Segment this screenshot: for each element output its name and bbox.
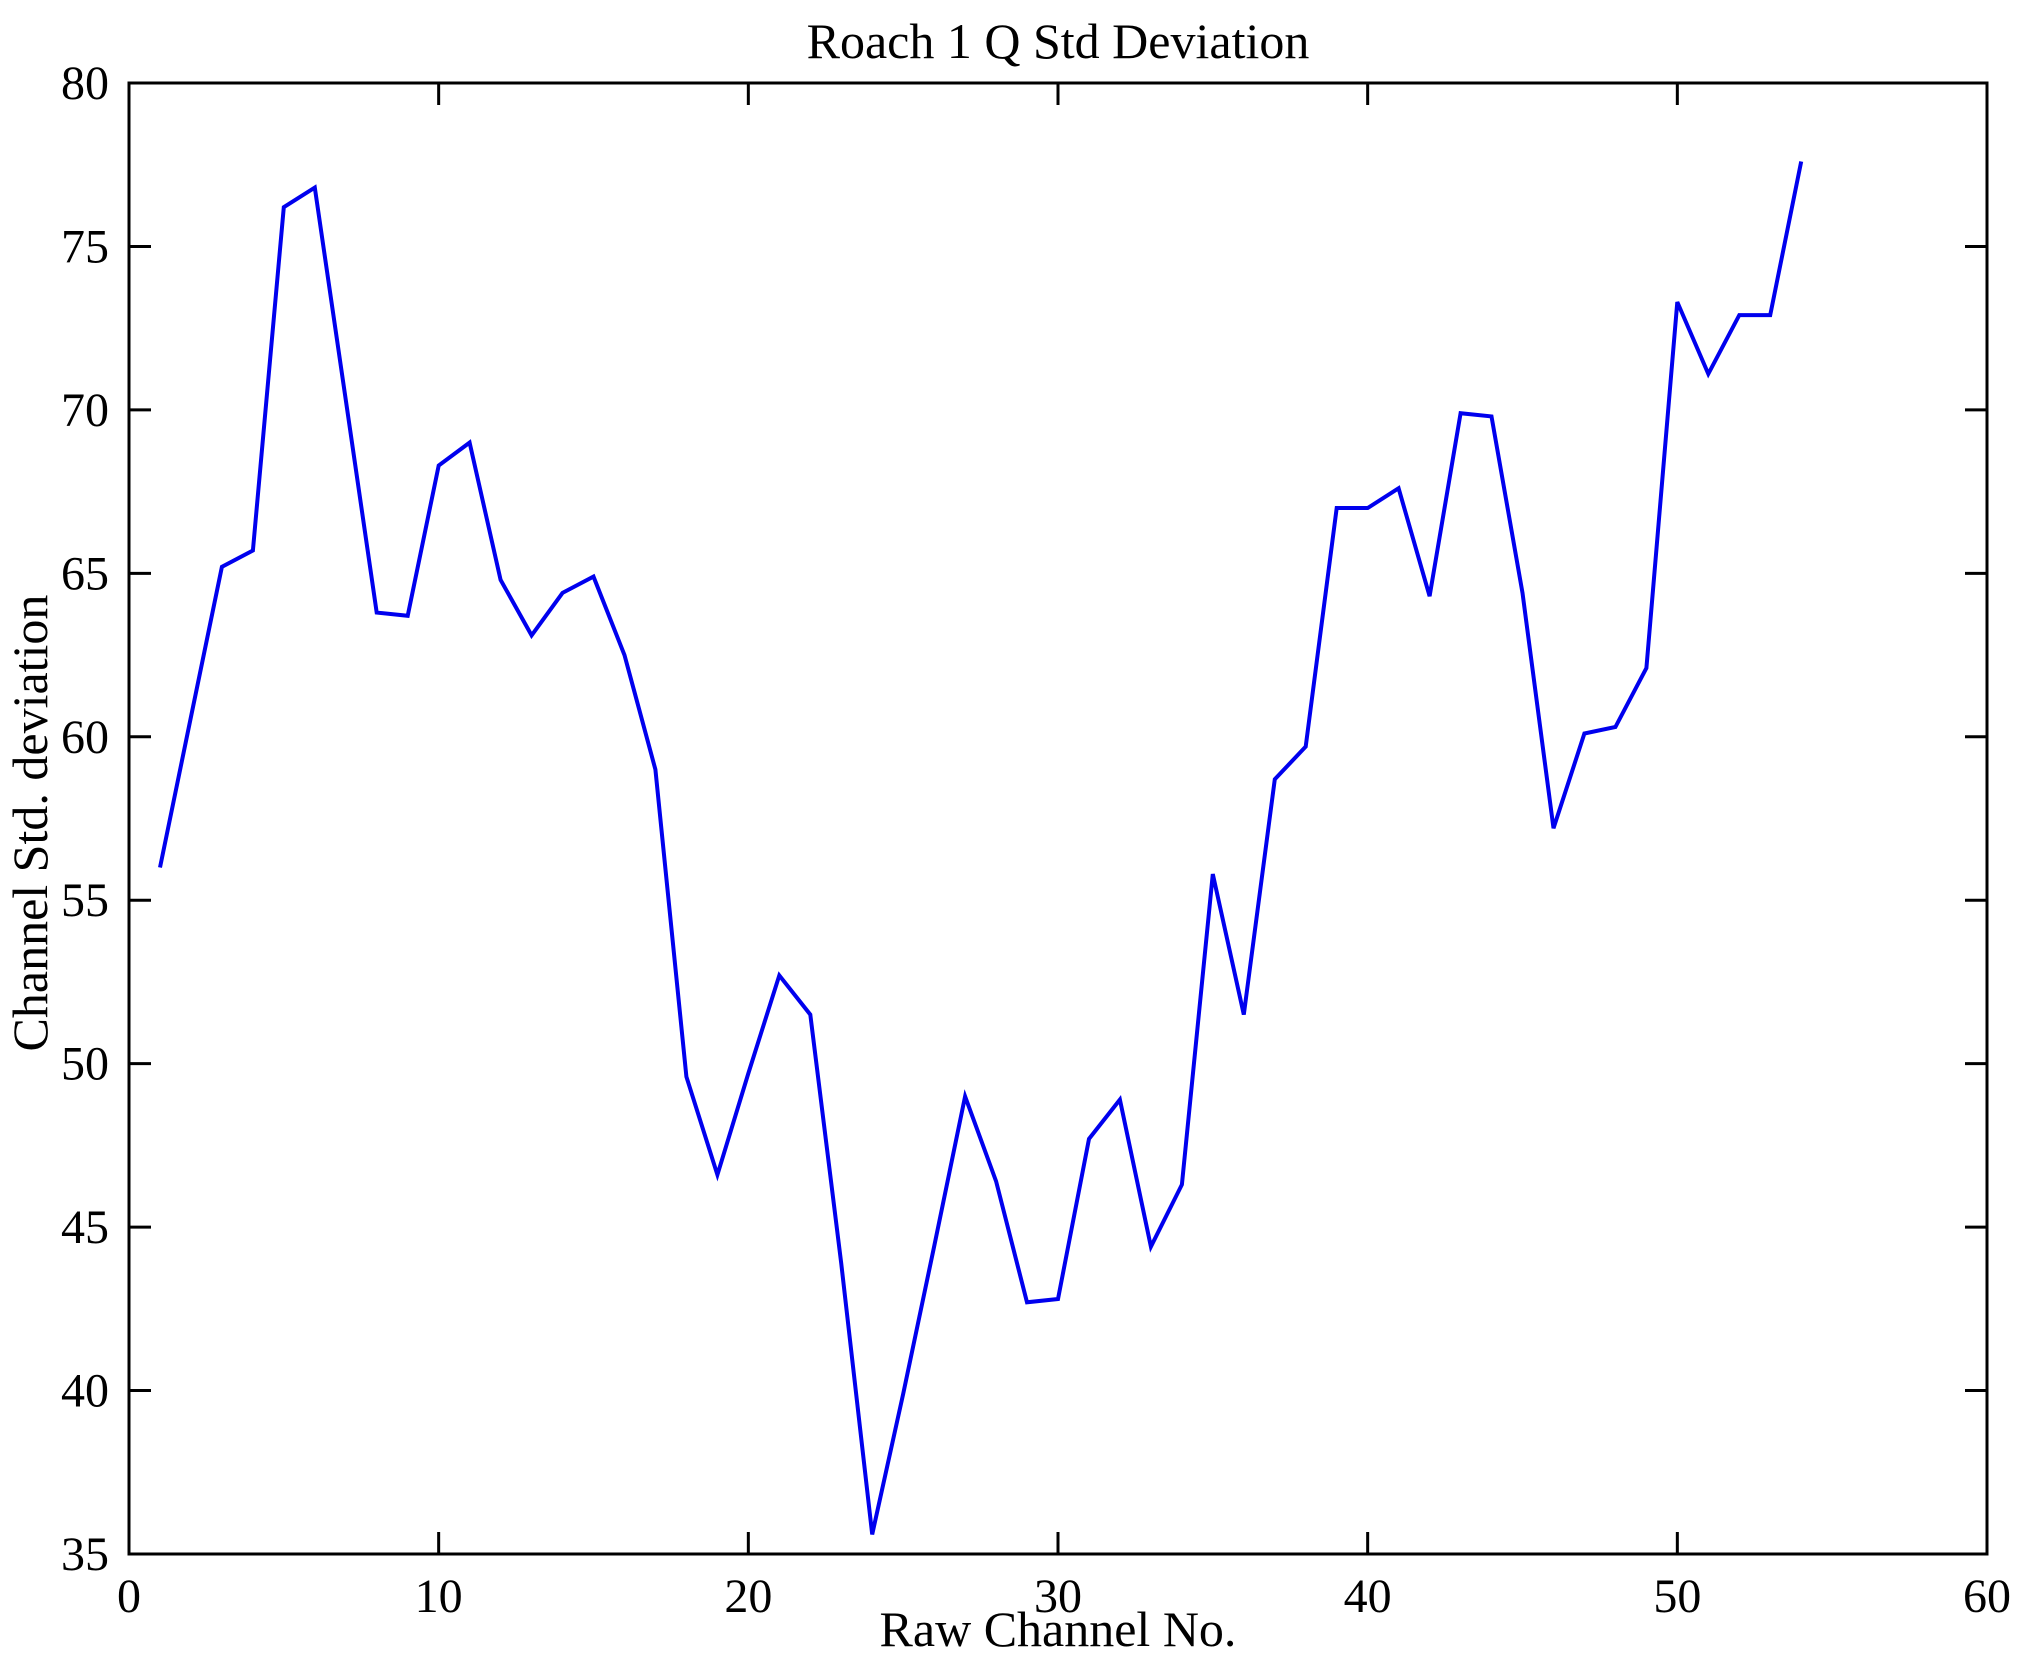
y-tick-label: 60 [61, 711, 109, 764]
y-tick-label: 65 [61, 547, 109, 600]
y-tick-label: 70 [61, 384, 109, 437]
y-tick-label: 45 [61, 1201, 109, 1254]
x-tick-label: 0 [117, 1570, 141, 1623]
x-tick-label: 30 [1034, 1570, 1082, 1623]
y-tick-label: 35 [61, 1528, 109, 1581]
y-tick-label: 75 [61, 220, 109, 273]
x-tick-label: 20 [724, 1570, 772, 1623]
x-axis-label: Raw Channel No. [879, 1601, 1237, 1657]
y-tick-label: 40 [61, 1365, 109, 1418]
x-tick-label: 40 [1344, 1570, 1392, 1623]
y-tick-label: 55 [61, 874, 109, 927]
y-axis-label: Channel Std. deviation [2, 594, 58, 1052]
x-tick-label: 10 [415, 1570, 463, 1623]
chart-title: Roach 1 Q Std Deviation [806, 13, 1310, 69]
y-tick-label: 80 [61, 57, 109, 110]
x-tick-label: 50 [1653, 1570, 1701, 1623]
x-tick-label: 60 [1963, 1570, 2011, 1623]
data-line [158, 161, 1804, 1535]
y-tick-label: 50 [61, 1038, 109, 1091]
plot-frame [127, 81, 1989, 1556]
